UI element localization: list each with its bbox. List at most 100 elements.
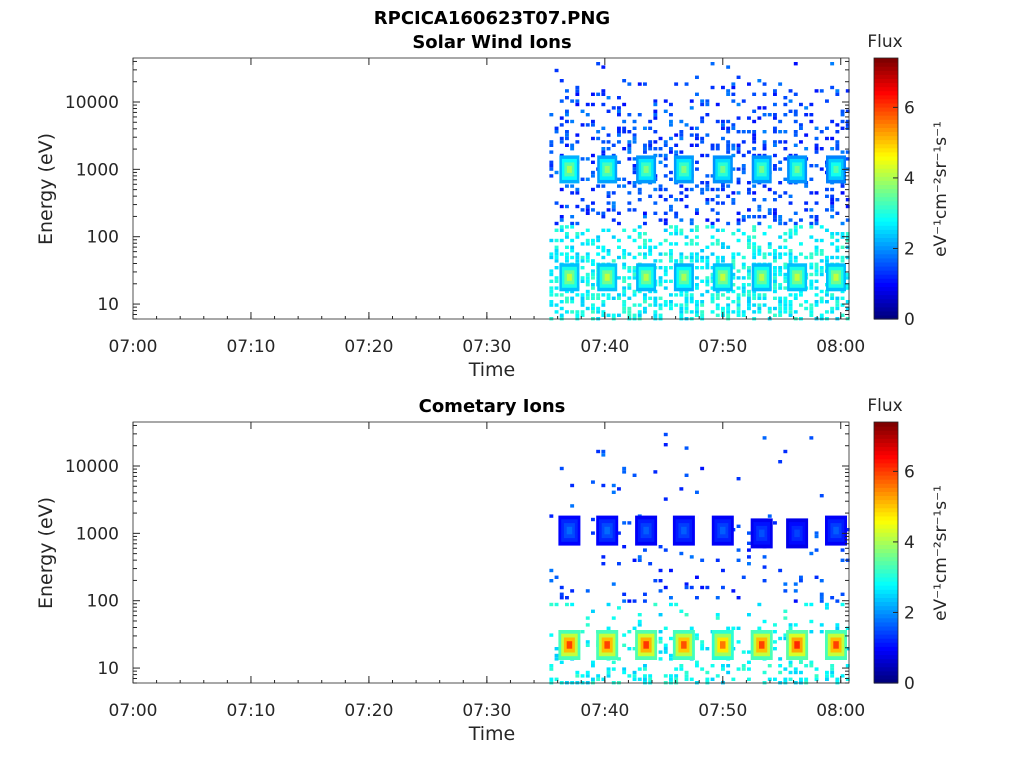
flux-cell [752, 289, 757, 294]
flux-cell [700, 300, 705, 304]
flux-cell [549, 293, 554, 297]
flux-cell [736, 667, 741, 671]
flux-cell [799, 575, 803, 579]
colorbar-swatch [874, 479, 898, 484]
flux-cell [653, 303, 658, 307]
flux-cell [762, 147, 767, 151]
colorbar-swatch [874, 548, 898, 554]
flux-cell [585, 177, 590, 181]
flux-cell [679, 130, 684, 134]
flux-cell [684, 255, 689, 260]
flux-cell [591, 242, 595, 246]
flux-cell [830, 667, 835, 671]
flux-cell [695, 664, 699, 668]
flux-cell [669, 596, 673, 600]
flux-cell [778, 313, 783, 317]
colorbar-title: Flux [867, 32, 902, 52]
flux-cell [788, 626, 793, 630]
flux-cell [710, 198, 715, 202]
flux-cell [580, 674, 585, 678]
flux-cell [559, 99, 564, 103]
flux-cell [695, 306, 699, 311]
colorbar-swatch [874, 111, 898, 116]
flux-cell [809, 551, 814, 556]
flux-cell [830, 310, 835, 314]
flux-cell [658, 313, 663, 317]
flux-cell [627, 674, 632, 678]
flux-cell [632, 255, 637, 260]
flux-cell [559, 140, 564, 144]
flux-cell [559, 218, 564, 222]
flux-cell [570, 296, 575, 300]
flux-cell [617, 238, 621, 243]
flux-cell [549, 113, 554, 117]
flux-cell [736, 238, 741, 243]
colorbar-title: Flux [867, 396, 902, 416]
flux-cell [611, 204, 616, 209]
flux-cell [710, 187, 715, 192]
flux-cell [580, 198, 585, 202]
flux-cell [585, 293, 590, 297]
colorbar-swatch [874, 115, 898, 120]
flux-cell [585, 279, 590, 283]
flux-cell [845, 198, 850, 202]
flux-cell [773, 276, 777, 280]
flux-cell [575, 232, 580, 236]
flux-cell [622, 545, 627, 549]
flux-cell [778, 272, 783, 277]
colorbar-swatch [874, 470, 898, 476]
flux-cell [549, 289, 554, 294]
flux-cell [736, 524, 741, 528]
flux-cell [637, 232, 642, 236]
colorbar-swatch [874, 658, 898, 664]
flux-cell [637, 310, 642, 314]
flux-cell [663, 143, 668, 147]
flux-cell [585, 674, 590, 678]
flux-cell [741, 232, 746, 236]
flux-cell [783, 266, 788, 270]
flux-cell [840, 109, 845, 113]
flux-cell [773, 215, 777, 219]
x-tick-label: 07:20 [344, 337, 393, 357]
flux-cell [773, 255, 777, 260]
flux-cell [767, 245, 772, 249]
flux-cell [721, 187, 725, 192]
y-tick-label: 10000 [65, 93, 119, 113]
flux-cell [663, 187, 668, 192]
flux-cell [736, 102, 741, 107]
flux-cell [653, 259, 658, 263]
flux-cell [627, 306, 632, 311]
flux-cell [700, 558, 705, 562]
flux-cell [695, 310, 699, 314]
flux-burst [794, 273, 800, 281]
flux-cell [825, 136, 829, 141]
flux-cell [825, 194, 829, 198]
flux-cell [663, 266, 668, 270]
flux-cell [601, 215, 606, 219]
flux-cell [632, 208, 637, 212]
flux-cell [596, 211, 601, 215]
flux-cell [549, 269, 554, 273]
flux-cell [658, 266, 663, 270]
flux-cell [669, 303, 673, 307]
flux-cell [580, 266, 585, 270]
flux-cell [747, 531, 751, 535]
flux-cell [669, 293, 673, 297]
flux-cell [721, 293, 725, 297]
flux-cell [632, 140, 637, 144]
flux-cell [840, 221, 845, 226]
flux-cell [669, 204, 673, 209]
flux-cell [689, 626, 694, 630]
flux-cell [840, 674, 845, 678]
flux-cell [710, 85, 715, 90]
flux-cell [658, 630, 663, 634]
flux-cell [830, 198, 835, 202]
flux-cell [726, 147, 731, 151]
flux-cell [788, 300, 793, 304]
flux-cell [601, 92, 606, 96]
flux-cell [580, 279, 585, 283]
flux-cell [679, 289, 684, 294]
flux-cell [627, 143, 632, 147]
flux-cell [622, 79, 627, 83]
